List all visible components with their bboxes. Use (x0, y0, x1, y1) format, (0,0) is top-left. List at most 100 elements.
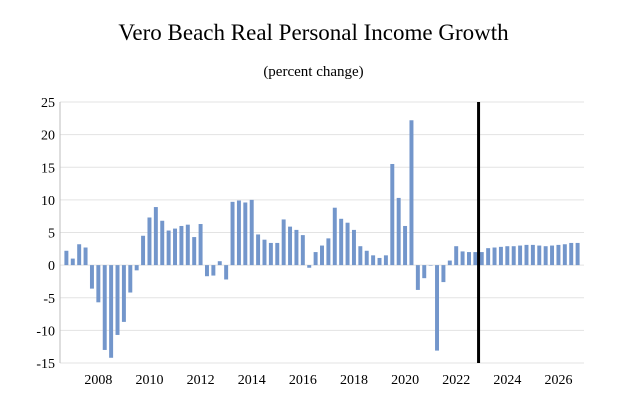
bar (505, 246, 510, 266)
bar (313, 252, 318, 266)
x-tick-label: 2026 (544, 373, 572, 388)
bar (109, 265, 114, 358)
bar (569, 242, 574, 266)
bar (339, 218, 344, 266)
bar (243, 202, 248, 266)
bar (556, 244, 561, 266)
bar (77, 244, 82, 266)
bar (550, 245, 555, 266)
bar (236, 200, 241, 266)
bar (364, 250, 369, 266)
bar (371, 255, 376, 266)
bar (390, 163, 395, 266)
bar (300, 235, 305, 266)
bar (383, 255, 388, 266)
bar (396, 197, 401, 266)
bar (230, 201, 235, 266)
x-tick-labels: 2008 2010 2012 2014 2016 2018 2020 2022 2024 2026 (84, 373, 572, 388)
y-tick-label: 15 (41, 161, 55, 176)
bar (160, 220, 165, 266)
bar (83, 247, 88, 266)
bar (345, 222, 350, 266)
x-tick-label: 2012 (187, 373, 215, 388)
bar (498, 246, 503, 266)
y-tick-label: -5 (43, 292, 55, 307)
bar (262, 239, 267, 266)
bar (479, 252, 484, 266)
bar (428, 265, 433, 266)
x-tick-label: 2008 (84, 373, 112, 388)
bar (537, 245, 542, 266)
x-tick-label: 2018 (340, 373, 368, 388)
bar (134, 265, 139, 271)
bar (511, 246, 516, 266)
bar (64, 250, 69, 266)
bar (575, 242, 580, 266)
x-tick-label: 2010 (135, 373, 163, 388)
bar (447, 260, 452, 266)
bar (435, 265, 440, 351)
grid-lines (60, 101, 584, 364)
bar (441, 265, 446, 283)
bar (192, 237, 197, 266)
bar (211, 265, 216, 276)
x-tick-label: 2020 (391, 373, 419, 388)
bar (96, 265, 101, 303)
y-tick-label: 20 (41, 129, 55, 144)
y-tick-labels: 25 20 15 10 5 0 -5 -10 -15 (36, 96, 55, 372)
bar (473, 252, 478, 266)
x-tick-label: 2022 (442, 373, 470, 388)
bar (121, 265, 126, 322)
bar (518, 245, 523, 266)
bar (153, 207, 158, 266)
bar (166, 230, 171, 266)
bar (562, 244, 567, 266)
y-tick-label: 0 (48, 259, 55, 274)
chart-title: Vero Beach Real Personal Income Growth (118, 20, 509, 45)
y-tick-label: 5 (48, 227, 55, 242)
y-tick-label: 10 (41, 194, 55, 209)
bar (89, 265, 94, 289)
bar (454, 246, 459, 266)
bar (102, 265, 107, 350)
bar (198, 224, 203, 266)
bar (460, 251, 465, 266)
bar (281, 219, 286, 266)
bar (332, 207, 337, 266)
bar (224, 265, 229, 280)
bar (403, 225, 408, 266)
bar (294, 229, 299, 266)
x-tick-label: 2024 (493, 373, 521, 388)
bar (70, 258, 75, 266)
bar (466, 252, 471, 266)
y-tick-label: -15 (36, 357, 55, 372)
bar (358, 246, 363, 266)
bars (64, 120, 580, 358)
bar (141, 235, 146, 266)
bar (307, 265, 312, 268)
bar (524, 244, 529, 266)
bar (326, 238, 331, 266)
bar (268, 242, 273, 266)
bar (185, 224, 190, 266)
bar (179, 225, 184, 266)
bar (422, 265, 427, 279)
bar (409, 120, 414, 266)
bar (351, 229, 356, 266)
bar (486, 248, 491, 266)
bar (256, 234, 261, 266)
x-tick-label: 2014 (238, 373, 266, 388)
chart-subtitle: (percent change) (263, 64, 364, 80)
bar (543, 246, 548, 266)
bar (128, 265, 133, 293)
bar (275, 242, 280, 266)
bar (288, 226, 293, 266)
bar (147, 217, 152, 266)
y-tick-label: 25 (41, 96, 55, 111)
bar (249, 199, 254, 266)
bar (415, 265, 420, 290)
bar (492, 247, 497, 266)
bar (173, 228, 178, 266)
bar (204, 265, 209, 277)
